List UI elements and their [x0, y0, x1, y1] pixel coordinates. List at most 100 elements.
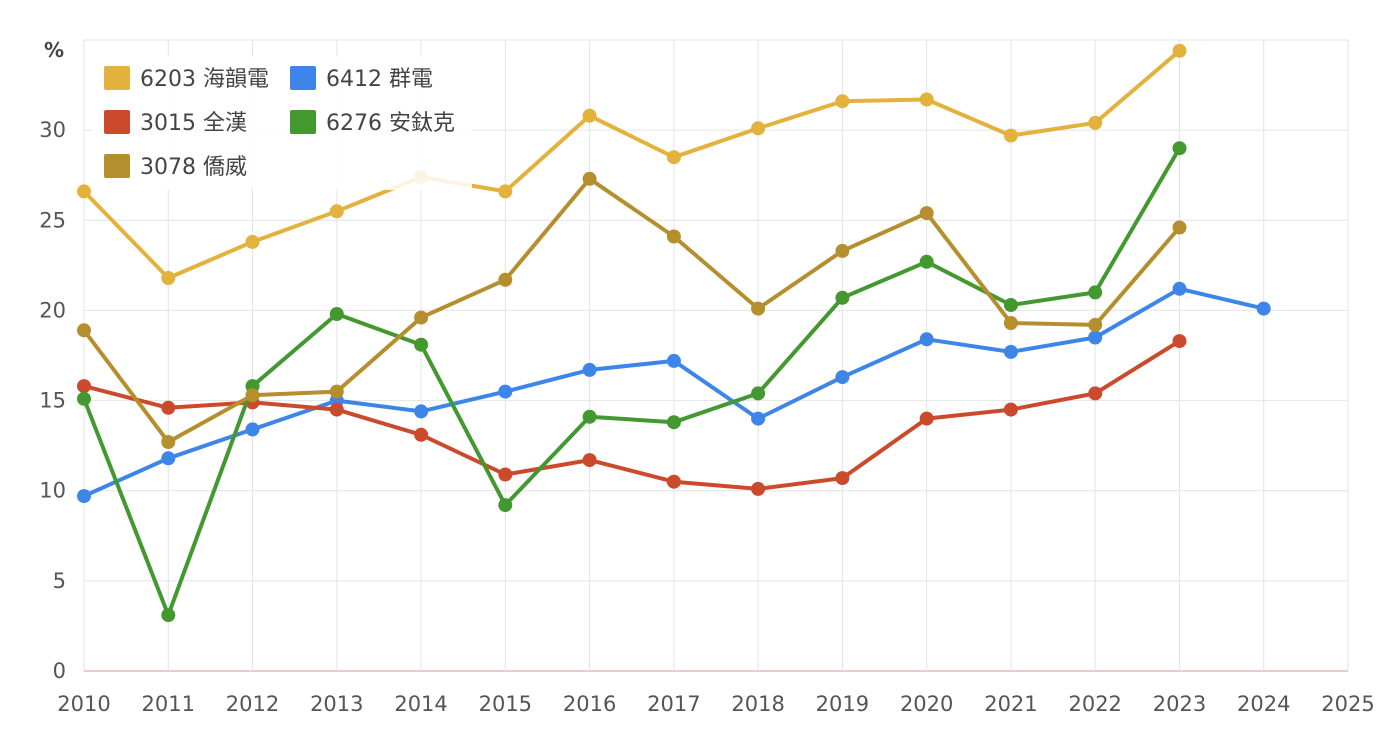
data-point[interactable]	[498, 384, 513, 399]
legend-background	[92, 56, 472, 190]
data-point[interactable]	[666, 353, 681, 368]
data-point[interactable]	[245, 388, 260, 403]
data-point[interactable]	[582, 108, 597, 123]
data-point[interactable]	[1003, 402, 1018, 417]
data-point[interactable]	[161, 451, 176, 466]
legend-item[interactable]: 6412 群電	[290, 66, 433, 92]
data-point[interactable]	[751, 301, 766, 316]
data-point[interactable]	[666, 415, 681, 430]
data-point[interactable]	[666, 150, 681, 165]
series-group	[77, 43, 1187, 285]
data-point[interactable]	[1088, 330, 1103, 345]
x-tick-label: 2018	[731, 692, 784, 716]
data-point[interactable]	[1172, 141, 1187, 156]
legend-label: 6412 群電	[326, 67, 433, 92]
data-point[interactable]	[751, 121, 766, 136]
data-point[interactable]	[161, 400, 176, 415]
series-line	[82, 48, 1182, 280]
data-point[interactable]	[498, 467, 513, 482]
data-point[interactable]	[835, 94, 850, 109]
data-point[interactable]	[329, 204, 344, 219]
data-point[interactable]	[1088, 115, 1103, 130]
data-point[interactable]	[919, 332, 934, 347]
legend-item[interactable]: 3078 僑威	[104, 154, 247, 180]
data-point[interactable]	[414, 310, 429, 325]
data-point[interactable]	[329, 307, 344, 321]
data-point[interactable]	[414, 427, 429, 442]
y-tick-label: 25	[39, 208, 66, 232]
data-point[interactable]	[1003, 344, 1018, 359]
data-point[interactable]	[835, 290, 850, 305]
data-point[interactable]	[1172, 334, 1187, 349]
x-tick-label: 2017	[647, 692, 700, 716]
data-point[interactable]	[1172, 43, 1187, 58]
data-point[interactable]	[77, 323, 91, 338]
legend-swatch	[290, 110, 316, 134]
data-point[interactable]	[498, 272, 513, 287]
data-point[interactable]	[1172, 281, 1187, 296]
series-group	[77, 334, 1187, 496]
legend: 6203 海韻電 6412 群電 3015 全漢 6276 安鈦克 3078 僑威	[92, 56, 472, 190]
data-point[interactable]	[1088, 285, 1103, 300]
data-point[interactable]	[582, 171, 597, 186]
data-point[interactable]	[1256, 301, 1271, 316]
data-point[interactable]	[1003, 316, 1018, 330]
y-axis-ticks: 0 5 10 15 20 25 30	[39, 118, 66, 683]
data-point[interactable]	[161, 271, 176, 285]
data-point[interactable]	[77, 489, 91, 504]
data-point[interactable]	[751, 386, 766, 401]
y-tick-label: 20	[39, 298, 66, 322]
data-point[interactable]	[161, 608, 176, 623]
data-point[interactable]	[835, 370, 850, 385]
data-point[interactable]	[1172, 220, 1187, 235]
data-point[interactable]	[77, 184, 91, 199]
data-point[interactable]	[329, 402, 344, 417]
data-point[interactable]	[498, 498, 513, 513]
data-point[interactable]	[1003, 298, 1018, 312]
data-point[interactable]	[498, 184, 513, 199]
data-point[interactable]	[751, 411, 766, 426]
data-point[interactable]	[1088, 317, 1103, 332]
x-tick-label: 2011	[142, 692, 195, 716]
data-point[interactable]	[582, 409, 597, 424]
data-point[interactable]	[666, 229, 681, 244]
data-point[interactable]	[835, 471, 850, 486]
x-tick-label: 2016	[563, 692, 616, 716]
series-line	[82, 176, 1182, 444]
data-point[interactable]	[919, 254, 934, 269]
data-point[interactable]	[582, 362, 597, 377]
x-axis-ticks: 2010 2011 2012 2013 2014 2015 2016 2017 2018 2019…	[57, 692, 1374, 716]
x-tick-label: 2013	[310, 692, 363, 716]
y-tick-label: 5	[53, 569, 66, 593]
data-point[interactable]	[582, 453, 597, 468]
legend-item[interactable]: 6276 安鈦克	[290, 110, 455, 136]
data-point[interactable]	[1003, 128, 1018, 143]
data-point[interactable]	[919, 92, 934, 107]
legend-item[interactable]: 3015 全漢	[104, 110, 247, 136]
y-tick-label: 15	[39, 389, 66, 413]
x-tick-label: 2014	[394, 692, 447, 716]
legend-swatch	[104, 154, 130, 178]
legend-swatch	[104, 66, 130, 90]
data-point[interactable]	[245, 234, 260, 249]
x-tick-label: 2023	[1153, 692, 1206, 716]
data-point[interactable]	[919, 411, 934, 426]
data-point[interactable]	[1088, 386, 1103, 401]
data-point[interactable]	[414, 404, 429, 419]
data-point[interactable]	[414, 337, 429, 352]
legend-label: 3015 全漢	[140, 111, 247, 136]
series-group	[77, 141, 1187, 623]
data-point[interactable]	[666, 474, 681, 489]
data-point[interactable]	[245, 422, 260, 437]
data-point[interactable]	[329, 384, 344, 399]
x-tick-label: 2024	[1237, 692, 1290, 716]
data-point[interactable]	[161, 435, 176, 449]
data-point[interactable]	[77, 391, 91, 406]
data-point[interactable]	[835, 243, 850, 258]
legend-item[interactable]: 6203 海韻電	[104, 66, 269, 92]
data-point[interactable]	[77, 379, 91, 394]
series-line	[82, 339, 1182, 491]
data-point[interactable]	[919, 206, 934, 221]
data-point[interactable]	[751, 481, 766, 496]
